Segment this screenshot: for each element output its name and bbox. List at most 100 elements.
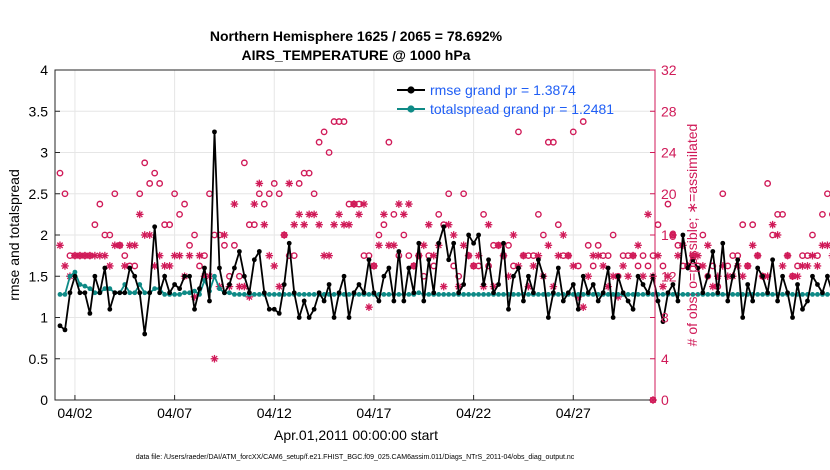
- rmse-point: [775, 298, 780, 304]
- rmse-point: [595, 298, 601, 304]
- totalspread-point: [107, 286, 113, 292]
- rmse-point: [655, 298, 661, 304]
- rmse-point: [590, 282, 596, 287]
- rmse-point: [640, 282, 646, 287]
- obs-possible-marker: [131, 262, 139, 270]
- y-right-tick-label: 24: [661, 145, 677, 161]
- rmse-point: [241, 273, 247, 279]
- rmse-point: [555, 265, 561, 271]
- obs-assimilated-marker: [579, 303, 588, 311]
- obs-assimilated-marker: [56, 241, 64, 250]
- obs-assimilated-marker: [81, 251, 89, 260]
- totalspread-point: [680, 292, 686, 297]
- obs-assimilated-marker: [285, 179, 294, 188]
- obs-possible-marker: [250, 221, 258, 229]
- obs-assimilated-marker: [260, 220, 269, 229]
- rmse-point: [810, 273, 815, 279]
- y-tick-label: 3: [40, 145, 48, 161]
- rmse-point: [182, 273, 187, 279]
- obs-possible-marker: [719, 190, 727, 198]
- obs-possible-marker: [61, 190, 69, 198]
- obs-assimilated-marker: [694, 251, 702, 260]
- obs-assimilated-marker: [101, 251, 109, 260]
- y-tick-label: 4: [40, 62, 48, 78]
- obs-possible-marker: [181, 200, 188, 208]
- totalspread-point: [610, 292, 616, 297]
- rmse-point: [361, 290, 367, 296]
- totalspread-point: [516, 292, 521, 297]
- rmse-point: [580, 273, 586, 279]
- totalspread-point: [640, 292, 646, 297]
- totalspread-point: [177, 292, 182, 297]
- y-right-tick-label: 16: [661, 227, 677, 243]
- obs-assimilated-marker: [519, 251, 528, 260]
- totalspread-point: [127, 290, 133, 296]
- rmse-point: [815, 282, 820, 287]
- obs-assimilated-marker: [390, 241, 398, 250]
- totalspread-point: [232, 292, 237, 297]
- rmse-point: [446, 257, 452, 263]
- obs-assimilated-marker: [111, 241, 119, 250]
- rmse-point: [147, 290, 153, 296]
- rmse-point: [456, 290, 462, 296]
- rmse-point: [720, 240, 726, 246]
- totalspread-point: [436, 292, 442, 297]
- y-axis-right-label: # of obs: o=possible; ∗=assimilated: [684, 124, 700, 347]
- obs-possible-marker: [275, 190, 283, 198]
- x-tick-label: 04/27: [556, 405, 591, 421]
- obs-assimilated-marker: [140, 231, 149, 239]
- obs-possible-marker: [390, 210, 398, 218]
- rmse-point: [286, 240, 292, 246]
- obs-possible-marker: [654, 221, 662, 229]
- obs-assimilated-marker: [459, 241, 468, 250]
- rmse-point: [57, 323, 63, 329]
- rmse-point: [157, 290, 163, 296]
- totalspread-point: [296, 292, 302, 297]
- obs-assimilated-marker: [135, 210, 144, 219]
- y-right-tick-label: 12: [661, 268, 677, 284]
- obs-possible-marker: [505, 241, 512, 249]
- obs-possible-marker: [455, 272, 463, 280]
- totalspread-point: [276, 292, 282, 297]
- rmse-point: [386, 265, 392, 271]
- obs-assimilated-marker: [803, 262, 812, 270]
- obs-assimilated-marker: [400, 210, 408, 219]
- obs-possible-marker: [240, 159, 248, 167]
- totalspread-point: [57, 292, 63, 297]
- rmse-point: [585, 290, 591, 296]
- obs-assimilated-marker: [385, 241, 393, 250]
- obs-assimilated-marker: [439, 282, 448, 291]
- totalspread-point: [62, 292, 68, 297]
- totalspread-point: [396, 292, 402, 297]
- obs-assimilated-marker: [429, 251, 438, 260]
- rmse-point: [575, 306, 581, 312]
- rmse-point: [62, 327, 68, 333]
- rmse-point: [132, 273, 138, 279]
- totalspread-point: [416, 290, 422, 296]
- totalspread-point: [825, 292, 830, 297]
- obs-possible-marker: [106, 231, 114, 239]
- obs-assimilated-marker: [738, 272, 747, 281]
- obs-assimilated-marker: [823, 241, 830, 250]
- totalspread-point: [625, 292, 631, 297]
- rmse-point: [710, 249, 716, 254]
- totalspread-point: [486, 292, 491, 297]
- obs-assimilated-marker: [310, 210, 318, 219]
- obs-possible-marker: [739, 221, 747, 229]
- rmse-point: [516, 265, 521, 271]
- rmse-point: [326, 282, 332, 287]
- obs-possible-marker: [569, 128, 577, 136]
- rmse-point: [765, 290, 771, 296]
- totalspread-point: [780, 292, 785, 297]
- obs-assimilated-marker: [295, 210, 303, 219]
- y-tick-label: 3.5: [29, 103, 49, 119]
- rmse-point: [735, 257, 741, 263]
- rmse-point: [346, 315, 352, 320]
- totalspread-point: [815, 292, 820, 297]
- obs-assimilated-marker: [773, 231, 782, 239]
- rmse-point: [540, 273, 546, 279]
- totalspread-point: [496, 292, 501, 297]
- totalspread-point: [306, 292, 312, 297]
- x-tick-label: 04/12: [257, 405, 292, 421]
- obs-possible-marker: [460, 190, 468, 198]
